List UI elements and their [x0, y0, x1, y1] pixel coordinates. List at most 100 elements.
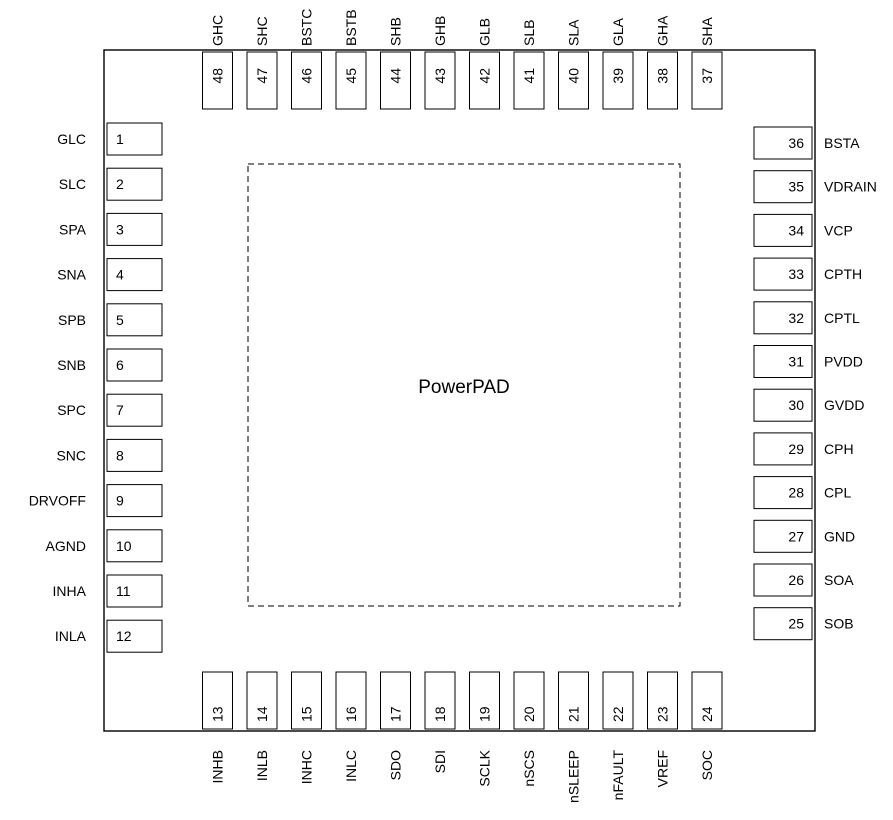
pin-39-label: GLA [610, 17, 626, 46]
pin-19-label: SCLK [477, 749, 493, 786]
pin-42-pad [469, 51, 500, 110]
pin-4-label: SNA [57, 267, 86, 283]
pin-3-number: 3 [116, 221, 124, 237]
pin-45-number: 45 [343, 68, 359, 84]
pin-34-label: VCP [824, 222, 853, 238]
pin-46-pad [291, 51, 322, 110]
pin-33-pad [753, 257, 813, 291]
pin-27-label: GND [824, 528, 855, 544]
pin-14-label: INLB [254, 750, 270, 781]
pin-40-label: SLA [566, 19, 582, 46]
pin-10-label: AGND [46, 538, 86, 554]
pin-41-label: SLB [521, 20, 537, 46]
pin-44-label: SHB [388, 17, 404, 46]
pin-37-pad [691, 51, 723, 110]
pin-48-label: GHC [210, 15, 226, 46]
pin-26-label: SOA [824, 572, 854, 588]
pin-32-pad [753, 301, 813, 335]
pin-30-label: GVDD [824, 397, 864, 413]
pin-40-pad [558, 51, 589, 110]
pin-22-label: nFAULT [610, 750, 626, 801]
pin-5-pad [106, 303, 163, 337]
pin-17-pad [380, 671, 411, 730]
pin-36-number: 36 [788, 135, 804, 151]
pin-24-number: 24 [699, 706, 715, 722]
pin-29-pad [753, 432, 813, 466]
pin-9-label: DRVOFF [29, 493, 86, 509]
pin-32-number: 32 [788, 310, 804, 326]
pin-15-pad [291, 671, 322, 730]
pin-20-pad [513, 671, 545, 730]
pin-37-number: 37 [699, 68, 715, 84]
pin-13-pad [202, 671, 233, 730]
pin-8-number: 8 [116, 447, 124, 463]
pin-43-label: GHB [432, 16, 448, 46]
pin-32-label: CPTL [824, 310, 860, 326]
powerpad-label: PowerPAD [418, 377, 510, 398]
pin-42-number: 42 [477, 68, 493, 84]
pin-36-label: BSTA [824, 135, 860, 151]
pin-22-number: 22 [610, 706, 626, 722]
pin-5-number: 5 [116, 312, 124, 328]
pin-29-number: 29 [788, 441, 804, 457]
pin-7-pad [106, 393, 163, 427]
pin-25-number: 25 [788, 616, 804, 632]
pin-10-number: 10 [116, 538, 132, 554]
pin-27-number: 27 [788, 528, 804, 544]
pin-27-pad [753, 519, 813, 553]
pin-44-pad [380, 51, 411, 110]
pin-36-pad [753, 126, 813, 160]
pin-39-number: 39 [610, 68, 626, 84]
pin-25-pad [753, 607, 813, 641]
pin-28-pad [753, 476, 813, 510]
pin-30-pad [753, 388, 813, 422]
pin-23-pad [647, 671, 678, 730]
pin-20-label: nSCS [521, 750, 537, 787]
pin-11-number: 11 [116, 583, 131, 599]
pin-47-pad [246, 51, 278, 110]
pin-26-number: 26 [788, 572, 804, 588]
pin-21-number: 21 [566, 706, 582, 722]
pin-39-pad [602, 51, 634, 110]
pin-33-number: 33 [788, 266, 804, 282]
pin-46-label: BSTC [299, 9, 315, 46]
pin-11-label: INHA [53, 583, 87, 599]
pin-7-label: SPC [57, 402, 86, 418]
pin-19-pad [469, 671, 500, 730]
pin-16-label: INLC [343, 750, 359, 782]
pin-14-pad [246, 671, 278, 730]
pin-41-pad [513, 51, 545, 110]
pin-35-number: 35 [788, 179, 804, 195]
pin-16-number: 16 [343, 706, 359, 722]
pin-14-number: 14 [254, 706, 270, 722]
pins-layer: 1 GLC 2 SLC 3 SPA 4 SNA 5 SPB 6 SNB 7 SPC 8 SNC 9 DRVOFF 1… [29, 9, 877, 803]
pin-42-label: GLB [477, 18, 493, 46]
pin-44-number: 44 [388, 68, 404, 84]
pin-45-label: BSTB [343, 9, 359, 46]
pin-48-pad [202, 51, 233, 110]
pin-35-pad [753, 170, 813, 204]
pin-24-pad [691, 671, 723, 730]
pin-37-label: SHA [699, 17, 715, 46]
pin-17-number: 17 [388, 706, 404, 722]
pin-6-pad [106, 348, 163, 382]
pin-3-label: SPA [59, 221, 87, 237]
pin-17-label: SDO [388, 750, 404, 780]
pin-41-number: 41 [521, 68, 537, 84]
pin-40-number: 40 [566, 68, 582, 84]
pin-47-label: SHC [254, 16, 270, 46]
pin-43-number: 43 [432, 68, 448, 84]
pin-12-number: 12 [116, 628, 132, 644]
pin-31-label: PVDD [824, 354, 863, 370]
pin-31-number: 31 [788, 354, 804, 370]
pin-8-label: SNC [56, 447, 86, 463]
pin-23-label: VREF [655, 750, 671, 787]
pin-10-pad [106, 529, 163, 563]
pin-1-number: 1 [116, 131, 124, 147]
pin-2-label: SLC [59, 176, 86, 192]
pin-47-number: 47 [254, 68, 270, 84]
pin-2-number: 2 [116, 176, 124, 192]
pin-15-number: 15 [299, 706, 315, 722]
pin-38-pad [647, 51, 678, 110]
